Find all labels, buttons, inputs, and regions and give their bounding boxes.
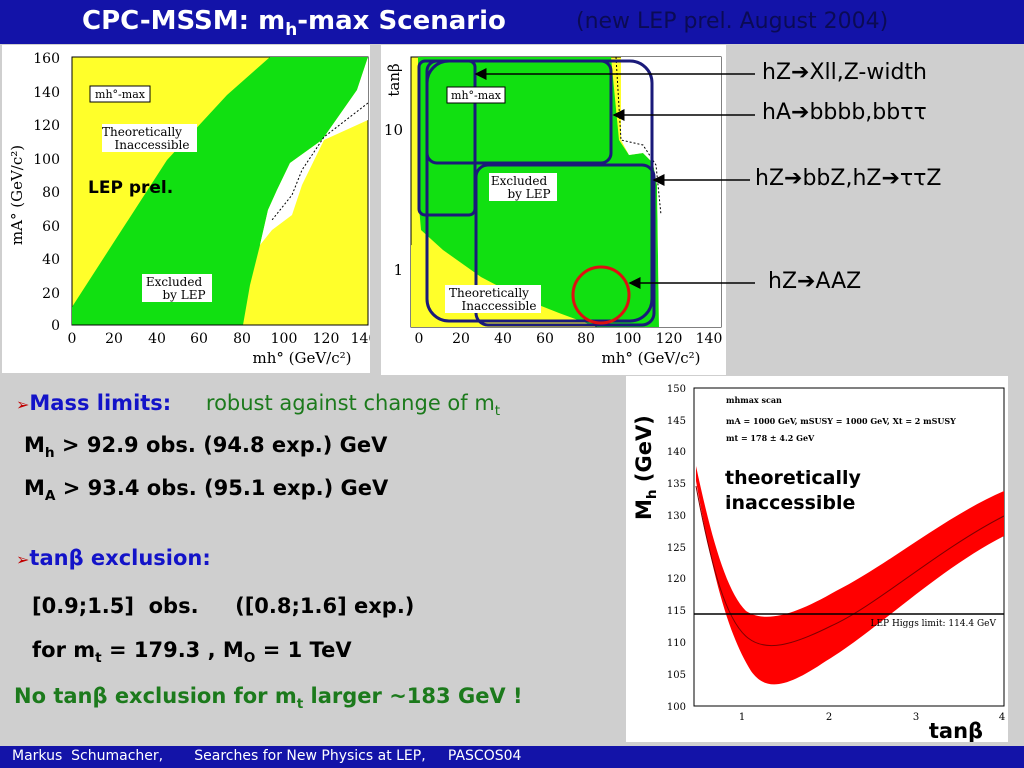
svg-text:by LEP: by LEP: [162, 288, 205, 302]
svg-text:105: 105: [667, 670, 686, 681]
title-bar: [0, 0, 1024, 44]
svg-text:145: 145: [667, 416, 686, 427]
svg-text:mhmax scan: mhmax scan: [726, 395, 782, 405]
scenario-label: mh°-max: [95, 88, 146, 101]
svg-text:125: 125: [667, 543, 686, 554]
ytick: 20: [42, 286, 60, 302]
xtick: 140: [696, 331, 723, 347]
excluded-region: [72, 57, 368, 325]
ytick: 0: [51, 318, 60, 334]
lep-prel-label: LEP prel.: [88, 178, 173, 198]
ma-limit: MA > 93.4 obs. (95.1 exp.) GeV: [24, 476, 389, 505]
svg-text:135: 135: [667, 479, 686, 490]
theo-label-2: inaccessible: [725, 492, 855, 514]
svg-text:100: 100: [667, 702, 686, 713]
mh-limit: Mh > 92.9 obs. (94.8 exp.) GeV: [24, 433, 388, 462]
xtick: 100: [271, 331, 298, 347]
svg-text:110: 110: [667, 638, 686, 649]
svg-text:by LEP: by LEP: [507, 187, 550, 201]
svg-text:2: 2: [826, 712, 832, 723]
xtick: 40: [494, 331, 512, 347]
mass-limits-heading: ➢Mass limits: robust against change of m…: [16, 391, 501, 420]
xtick: 100: [615, 331, 642, 347]
svg-text:mt = 178 ± 4.2 GeV: mt = 178 ± 4.2 GeV: [726, 433, 815, 443]
svg-text:3: 3: [913, 712, 919, 723]
mh-axis-label: Mh (GeV): [632, 415, 661, 520]
annotation-bbz: hZ➔bbZ,hZ➔ττZ: [755, 166, 942, 191]
xtick: 120: [313, 331, 340, 347]
x-axis-label: mh° (GeV/c²): [601, 349, 700, 367]
y-axis-label: mA° (GeV/c²): [8, 145, 26, 245]
exclusion-plot-tanb-mh: 10 1 tanβ 0 20 40 60 80 100 120 140 mh° …: [381, 45, 726, 375]
y-axis-label: tanβ: [385, 63, 403, 96]
xtick: 0: [68, 331, 77, 347]
mh-band: [696, 466, 1004, 685]
svg-text:140: 140: [667, 447, 686, 458]
svg-text:1: 1: [739, 712, 745, 723]
ytick: 80: [42, 185, 60, 201]
annotation-bbbb: hA➔bbbb,bbττ: [762, 100, 927, 125]
xtick: 40: [148, 331, 166, 347]
xtick: 20: [105, 331, 123, 347]
xtick: 60: [536, 331, 554, 347]
footer-bar: [0, 746, 1024, 768]
footer-text: Markus Schumacher, Searches for New Phys…: [12, 748, 522, 764]
x-axis-label: tanβ: [929, 719, 983, 742]
ytick: 40: [42, 252, 60, 268]
no-exclusion-line: No tanβ exclusion for mt larger ~183 GeV…: [14, 684, 523, 713]
xtick: 80: [233, 331, 251, 347]
xtick: 60: [190, 331, 208, 347]
svg-text:Theoretically: Theoretically: [102, 125, 182, 139]
allowed-region: [621, 57, 721, 327]
aaz-circle: [571, 265, 631, 325]
exclusion-plot-ma-mh: 160 140 120 100 80 60 40 20 0 0 20 40 60…: [2, 45, 370, 373]
svg-text:Inaccessible: Inaccessible: [115, 138, 190, 152]
svg-text:130: 130: [667, 511, 686, 522]
svg-text:Excluded: Excluded: [146, 275, 203, 289]
svg-text:Inaccessible: Inaccessible: [462, 299, 537, 313]
xtick: 0: [415, 331, 424, 347]
ytick: 60: [42, 219, 60, 235]
xtick: 80: [577, 331, 595, 347]
mt-line: for mt = 179.3 , MO = 1 TeV: [32, 638, 352, 667]
svg-text:115: 115: [667, 606, 686, 617]
slide-subtitle: (new LEP prel. August 2004): [576, 9, 889, 34]
svg-text:mA = 1000 GeV, mSUSY = 1000 Ge: mA = 1000 GeV, mSUSY = 1000 GeV, Xt = 2 …: [726, 416, 956, 426]
tanb-heading: ➢tanβ exclusion:: [16, 546, 211, 570]
xtick: 140: [351, 331, 370, 347]
ytick: 10: [384, 121, 403, 139]
ytick: 100: [33, 152, 60, 168]
allowed-region: [260, 57, 368, 245]
annotation-xll: hZ➔Xll,Z-width: [762, 60, 928, 85]
annotation-aaz: hZ➔AAZ: [768, 269, 862, 294]
svg-text:150: 150: [667, 384, 686, 395]
mh-vs-tanb-plot: LEP Higgs limit: 114.4 GeV 150 145 140 1…: [626, 376, 1008, 742]
scenario-label: mh°-max: [451, 89, 502, 102]
svg-text:4: 4: [999, 712, 1005, 723]
x-axis-label: mh° (GeV/c²): [252, 349, 351, 367]
lep-limit-label: LEP Higgs limit: 114.4 GeV: [870, 619, 996, 629]
theo-label-1: theoretically: [725, 467, 862, 489]
ytick: 1: [393, 261, 403, 279]
ytick: 120: [33, 118, 60, 134]
slide-title: CPC-MSSM: mh-max Scenario: [82, 6, 506, 40]
ytick: 140: [33, 85, 60, 101]
svg-text:Theoretically: Theoretically: [449, 286, 529, 300]
xtick: 20: [452, 331, 470, 347]
xtick: 120: [656, 331, 683, 347]
tanb-range: [0.9;1.5] obs. ([0.8;1.6] exp.): [32, 594, 415, 618]
svg-text:Excluded: Excluded: [491, 174, 548, 188]
ytick: 160: [33, 51, 60, 67]
svg-text:120: 120: [667, 574, 686, 585]
